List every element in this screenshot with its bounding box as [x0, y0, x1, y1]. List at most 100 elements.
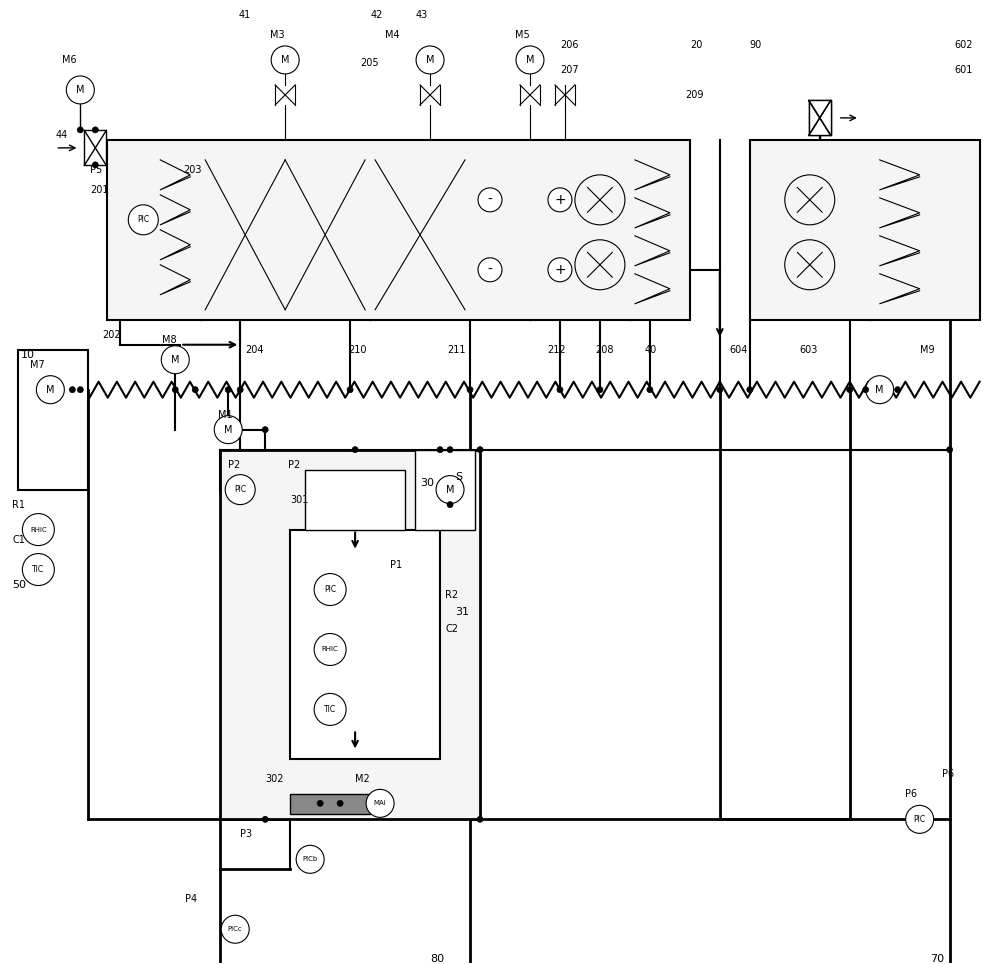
Circle shape	[647, 387, 653, 392]
Circle shape	[66, 76, 94, 104]
Text: M: M	[281, 55, 289, 65]
Text: P6: P6	[942, 769, 954, 779]
Circle shape	[69, 387, 75, 392]
Circle shape	[317, 800, 323, 806]
Text: PIC: PIC	[137, 215, 149, 225]
Text: 604: 604	[730, 345, 748, 355]
Text: M8: M8	[162, 335, 177, 345]
Circle shape	[447, 446, 453, 453]
Text: M: M	[76, 85, 85, 94]
Text: M2: M2	[355, 774, 370, 785]
Circle shape	[548, 257, 572, 281]
Text: 603: 603	[800, 345, 818, 355]
Text: M: M	[224, 425, 232, 435]
Circle shape	[77, 127, 83, 133]
Circle shape	[895, 387, 901, 392]
Circle shape	[447, 501, 453, 508]
Text: 602: 602	[955, 40, 973, 50]
Circle shape	[128, 204, 158, 235]
Text: M: M	[46, 385, 55, 394]
Text: 30: 30	[420, 477, 434, 488]
Text: RHIC: RHIC	[322, 647, 339, 653]
Text: 206: 206	[560, 40, 578, 50]
Text: MAi: MAi	[374, 800, 386, 806]
Bar	[750, 140, 980, 320]
Circle shape	[477, 446, 483, 453]
Text: M9: M9	[920, 345, 934, 355]
Text: M: M	[446, 485, 454, 495]
Text: +: +	[554, 263, 566, 277]
Text: M1: M1	[218, 410, 233, 419]
Text: 212: 212	[547, 345, 566, 355]
Circle shape	[416, 46, 444, 74]
Circle shape	[237, 387, 243, 392]
Bar	[220, 449, 480, 819]
Circle shape	[366, 790, 394, 817]
Text: 10: 10	[20, 350, 34, 360]
Text: 209: 209	[685, 90, 703, 100]
Circle shape	[717, 387, 723, 392]
Circle shape	[192, 387, 198, 392]
Text: P1: P1	[390, 559, 402, 570]
Text: 601: 601	[955, 65, 973, 75]
Circle shape	[548, 188, 572, 212]
Text: M: M	[875, 385, 884, 394]
Text: P2: P2	[228, 460, 240, 469]
Circle shape	[214, 415, 242, 443]
Circle shape	[262, 427, 268, 433]
Text: 43: 43	[415, 10, 427, 20]
Circle shape	[271, 46, 299, 74]
Circle shape	[314, 633, 346, 665]
Circle shape	[337, 800, 343, 806]
Circle shape	[22, 514, 54, 546]
Text: 31: 31	[455, 606, 469, 617]
Text: M3: M3	[270, 30, 285, 40]
Circle shape	[467, 387, 473, 392]
Bar	[809, 100, 831, 135]
Text: TIC: TIC	[32, 565, 44, 574]
Circle shape	[225, 387, 231, 392]
Text: 301: 301	[290, 495, 309, 504]
Circle shape	[557, 387, 563, 392]
Text: R2: R2	[445, 590, 458, 600]
Circle shape	[906, 805, 934, 833]
Text: 208: 208	[595, 345, 613, 355]
Circle shape	[92, 127, 98, 133]
Text: 207: 207	[560, 65, 579, 75]
Text: 20: 20	[690, 40, 702, 50]
Text: PICb: PICb	[303, 856, 318, 863]
Bar	[18, 350, 88, 490]
Text: -: -	[488, 263, 492, 277]
Circle shape	[314, 574, 346, 605]
Circle shape	[77, 387, 83, 392]
Text: R1: R1	[12, 499, 25, 510]
Text: C2: C2	[445, 625, 458, 634]
Text: M5: M5	[515, 30, 530, 40]
Text: P3: P3	[240, 829, 252, 840]
Text: 204: 204	[245, 345, 264, 355]
Text: PIC: PIC	[234, 485, 246, 495]
Text: PIC: PIC	[914, 815, 926, 824]
Text: P5: P5	[90, 165, 103, 174]
Text: P2: P2	[288, 460, 300, 469]
Text: S: S	[455, 471, 462, 482]
Text: 203: 203	[183, 165, 202, 174]
Circle shape	[866, 376, 894, 404]
Circle shape	[36, 376, 64, 404]
Text: -: -	[488, 193, 492, 207]
Text: M: M	[526, 55, 534, 65]
Circle shape	[863, 387, 869, 392]
Text: TIC: TIC	[324, 705, 336, 714]
Text: 302: 302	[265, 774, 284, 785]
Circle shape	[352, 446, 358, 453]
Bar	[290, 529, 440, 760]
Circle shape	[22, 553, 54, 585]
Text: 41: 41	[238, 10, 250, 20]
Text: 201: 201	[90, 185, 109, 195]
Bar	[290, 794, 370, 815]
Text: RHIC: RHIC	[30, 526, 47, 532]
Circle shape	[478, 188, 502, 212]
Circle shape	[314, 693, 346, 726]
Circle shape	[296, 845, 324, 873]
Text: 80: 80	[430, 954, 444, 964]
